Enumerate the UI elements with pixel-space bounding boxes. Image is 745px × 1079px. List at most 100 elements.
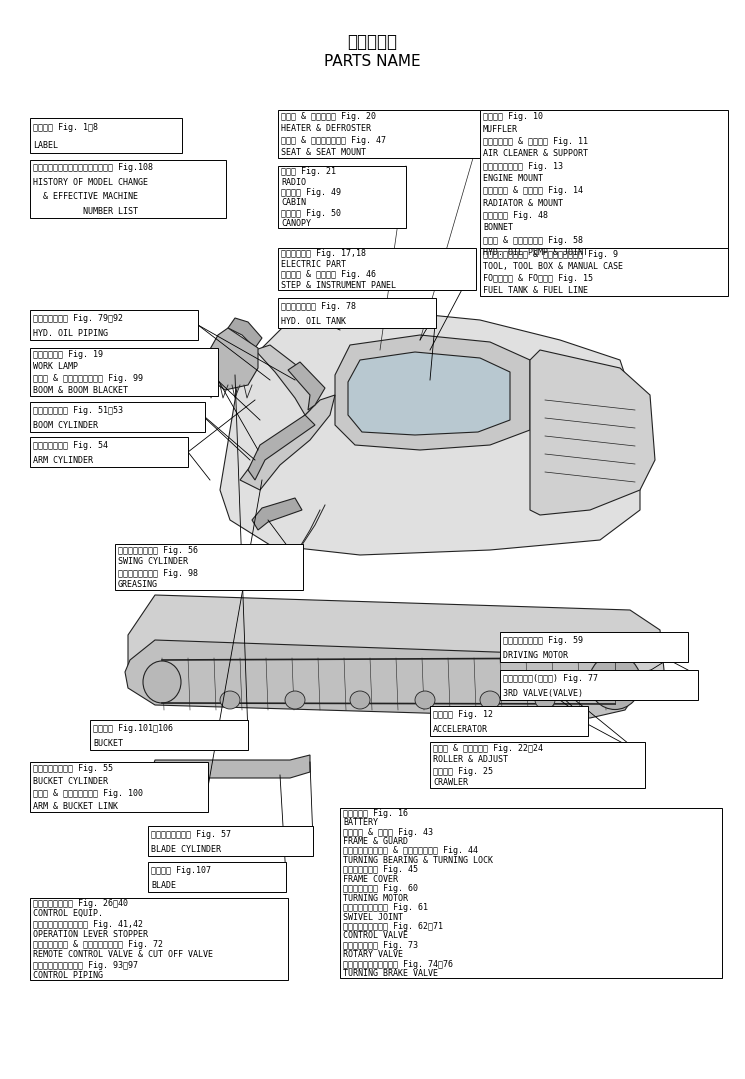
Text: CONTROL EQUIP.: CONTROL EQUIP. <box>33 910 103 918</box>
Text: GREASING: GREASING <box>118 581 158 589</box>
Text: AIR CLEANER & SUPPORT: AIR CLEANER & SUPPORT <box>483 149 588 159</box>
Text: FOタンシダ & FOパイプ Fig. 15: FOタンシダ & FOパイプ Fig. 15 <box>483 274 593 283</box>
Bar <box>30 310 198 340</box>
Text: ブレード Fig.107: ブレード Fig.107 <box>151 865 211 875</box>
Bar <box>278 298 436 328</box>
Text: サードバルブ(バルブ) Fig. 77: サードバルブ(バルブ) Fig. 77 <box>503 673 598 683</box>
Bar <box>30 349 218 396</box>
Text: OPERATION LEVER STOPPER: OPERATION LEVER STOPPER <box>33 930 148 939</box>
Text: ROLLER & ADJUST: ROLLER & ADJUST <box>433 755 508 764</box>
Bar <box>115 544 303 590</box>
Text: ラジエータ & マウント Fig. 14: ラジエータ & マウント Fig. 14 <box>483 187 583 195</box>
Text: キャビン Fig. 49: キャビン Fig. 49 <box>281 188 341 196</box>
Text: エアクリーナ & サポート Fig. 11: エアクリーナ & サポート Fig. 11 <box>483 137 588 146</box>
Bar <box>30 762 208 812</box>
Text: TURNING BRAKE VALVE: TURNING BRAKE VALVE <box>343 969 438 979</box>
Text: アームシリンダ Fig. 54: アームシリンダ Fig. 54 <box>33 440 108 450</box>
Bar <box>480 110 728 258</box>
Text: コグ、コグボックス & マニュアルケース Fig. 9: コグ、コグボックス & マニュアルケース Fig. 9 <box>483 250 618 259</box>
Text: NUMBER LIST: NUMBER LIST <box>33 207 138 216</box>
Text: RADIO: RADIO <box>281 178 306 187</box>
Text: SEAT & SEAT MOUNT: SEAT & SEAT MOUNT <box>281 148 366 158</box>
Text: デンツウヒン Fig. 17,18: デンツウヒン Fig. 17,18 <box>281 249 366 258</box>
Text: アクセル Fig. 12: アクセル Fig. 12 <box>433 710 493 719</box>
Text: ENGINE MOUNT: ENGINE MOUNT <box>483 174 543 183</box>
Text: HYD. OIL PIPING: HYD. OIL PIPING <box>33 329 108 338</box>
Text: フレームカバー Fig. 45: フレームカバー Fig. 45 <box>343 865 418 874</box>
Text: ラジオ Fig. 21: ラジオ Fig. 21 <box>281 167 336 176</box>
Text: スイベルジョイント Fig. 61: スイベルジョイント Fig. 61 <box>343 903 428 912</box>
Text: CRAWLER: CRAWLER <box>433 778 468 788</box>
Text: ローラリバルブ Fig. 73: ローラリバルブ Fig. 73 <box>343 941 418 950</box>
Bar <box>430 742 645 788</box>
Polygon shape <box>348 352 510 435</box>
Text: エンジンマウント Fig. 13: エンジンマウント Fig. 13 <box>483 162 563 170</box>
Text: メイパン Fig. 1～8: メイパン Fig. 1～8 <box>33 123 98 132</box>
Bar <box>278 248 476 290</box>
Text: コントロールパイカン Fig. 93～97: コントロールパイカン Fig. 93～97 <box>33 960 138 970</box>
Text: REMOTE CONTROL VALVE & CUT OFF VALVE: REMOTE CONTROL VALVE & CUT OFF VALVE <box>33 951 213 959</box>
Polygon shape <box>220 310 640 555</box>
Text: サドウコタンク Fig. 78: サドウコタンク Fig. 78 <box>281 302 356 311</box>
Text: ワークランプ Fig. 19: ワークランプ Fig. 19 <box>33 350 103 359</box>
Text: TURNING MOTOR: TURNING MOTOR <box>343 893 408 903</box>
Text: CANOPY: CANOPY <box>281 219 311 228</box>
Text: クローラ Fig. 25: クローラ Fig. 25 <box>433 767 493 776</box>
Bar <box>30 437 188 467</box>
Text: ブームシリンダ Fig. 51～53: ブームシリンダ Fig. 51～53 <box>33 406 123 414</box>
Text: FRAME COVER: FRAME COVER <box>343 875 398 884</box>
Ellipse shape <box>415 691 435 709</box>
Text: マフラー Fig. 10: マフラー Fig. 10 <box>483 112 543 121</box>
Ellipse shape <box>535 691 555 709</box>
Bar <box>30 160 226 218</box>
Text: PARTS NAME: PARTS NAME <box>323 55 420 69</box>
Text: FUEL TANK & FUEL LINE: FUEL TANK & FUEL LINE <box>483 286 588 295</box>
Polygon shape <box>255 345 320 415</box>
Text: サキョウレバーストッパ Fig. 41,42: サキョウレバーストッパ Fig. 41,42 <box>33 919 143 929</box>
Text: RADIATOR & MOUNT: RADIATOR & MOUNT <box>483 199 563 207</box>
Text: HYD. OIL TANK: HYD. OIL TANK <box>281 317 346 326</box>
Text: ソクジュクソクサ Fig. 26～40: ソクジュクソクサ Fig. 26～40 <box>33 899 128 909</box>
Text: キャノピ Fig. 50: キャノピ Fig. 50 <box>281 208 341 218</box>
Text: STEP & INSTRUMENT PANEL: STEP & INSTRUMENT PANEL <box>281 281 396 290</box>
Text: CABIN: CABIN <box>281 199 306 207</box>
Bar <box>148 827 313 856</box>
Text: アーム & バケットリンダ Fig. 100: アーム & バケットリンダ Fig. 100 <box>33 790 143 798</box>
Text: BATTERY: BATTERY <box>343 818 378 828</box>
Text: ローラ & アジャスト Fig. 22～24: ローラ & アジャスト Fig. 22～24 <box>433 743 543 753</box>
Text: HEATER & DEFROSTER: HEATER & DEFROSTER <box>281 124 371 133</box>
Text: センカイブレーキバルブ Fig. 74～76: センカイブレーキバルブ Fig. 74～76 <box>343 960 453 969</box>
Bar <box>30 118 182 153</box>
Text: コアラヘイカン Fig. 79～92: コアラヘイカン Fig. 79～92 <box>33 314 123 323</box>
Ellipse shape <box>220 691 240 709</box>
Text: DRIVING MOTOR: DRIVING MOTOR <box>503 651 568 659</box>
Text: ARM & BUCKET LINK: ARM & BUCKET LINK <box>33 802 118 811</box>
Bar <box>500 632 688 663</box>
Text: バケット Fig.101～106: バケット Fig.101～106 <box>93 724 173 733</box>
Polygon shape <box>240 395 335 490</box>
Text: センカイベアリング & センカイロック Fig. 44: センカイベアリング & センカイロック Fig. 44 <box>343 846 478 856</box>
Text: HYD. OIL PUMP & JOINT: HYD. OIL PUMP & JOINT <box>483 248 588 257</box>
Text: SWING CYLINDER: SWING CYLINDER <box>118 558 188 566</box>
Bar <box>500 670 698 700</box>
Ellipse shape <box>589 655 641 710</box>
Ellipse shape <box>143 661 181 704</box>
Bar <box>278 110 480 158</box>
Text: MUFFLER: MUFFLER <box>483 124 518 134</box>
Text: シート & シートマウント Fig. 47: シート & シートマウント Fig. 47 <box>281 136 386 145</box>
Text: WORK LAMP: WORK LAMP <box>33 363 78 371</box>
Polygon shape <box>125 640 640 718</box>
Text: BUCKET CYLINDER: BUCKET CYLINDER <box>33 777 108 786</box>
Text: BONNET: BONNET <box>483 223 513 232</box>
Text: FRAME & GUARD: FRAME & GUARD <box>343 837 408 846</box>
Text: SWIVEL JOINT: SWIVEL JOINT <box>343 913 403 921</box>
Polygon shape <box>248 415 315 480</box>
Text: バッテリー Fig. 16: バッテリー Fig. 16 <box>343 808 408 818</box>
Text: ポンプ & タクアクサテ Fig. 58: ポンプ & タクアクサテ Fig. 58 <box>483 235 583 245</box>
Text: センカイモータ Fig. 60: センカイモータ Fig. 60 <box>343 885 418 893</box>
Text: ブレードシリンダ Fig. 57: ブレードシリンダ Fig. 57 <box>151 830 231 838</box>
Text: HISTORY OF MODEL CHANGE: HISTORY OF MODEL CHANGE <box>33 178 148 187</box>
Text: 3RD VALVE(VALVE): 3RD VALVE(VALVE) <box>503 688 583 698</box>
Text: TURNING BEARING & TURNING LOCK: TURNING BEARING & TURNING LOCK <box>343 856 493 865</box>
Ellipse shape <box>350 691 370 709</box>
